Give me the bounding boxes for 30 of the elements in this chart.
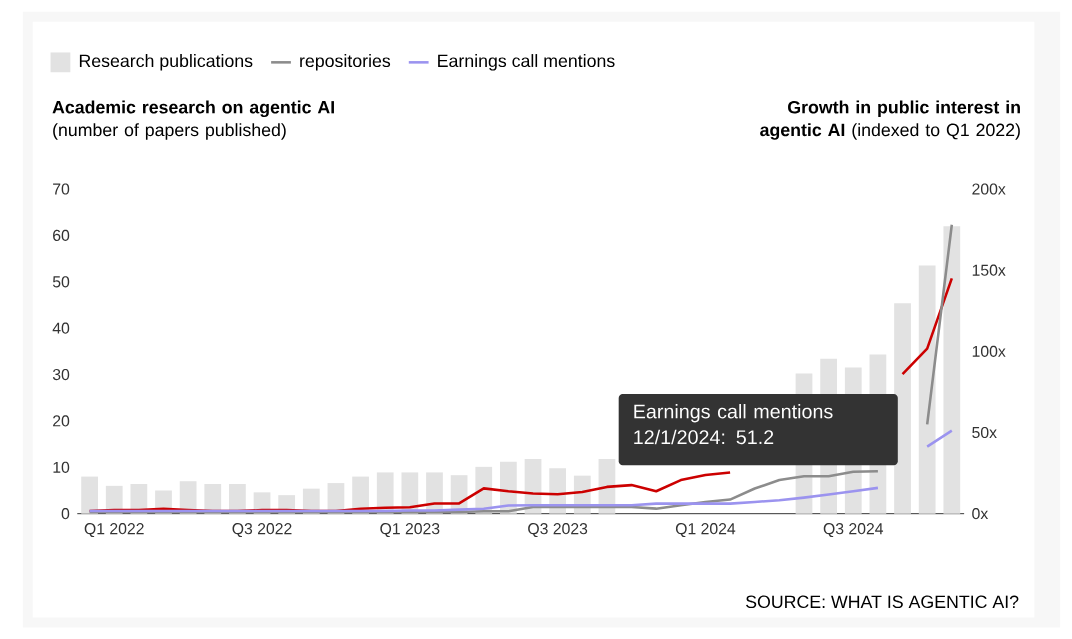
legend-label: Earnings call mentions [438,53,615,71]
y-tick-label: 70 [53,183,70,195]
legend-label: Research publications [79,53,253,71]
y-tick-label: 50 [52,276,70,288]
y-tick-label: 60 [53,229,70,241]
y-tick-label: 40 [52,322,70,334]
y2-axis-title: Growth in public interest in agentic AI (indexed to Q1 2022) [760,100,1020,140]
y2-tick-label: 150x [972,264,1006,276]
y2-tick-label: 100x [972,345,1006,357]
bar [894,302,911,514]
y2-tick-label: 0x [972,507,989,520]
y-tick-label: 20 [53,415,70,427]
x-tick-label: Q3 2023 [528,522,588,537]
bar [81,476,98,514]
x-tick-label: Q3 2024 [823,522,884,537]
y-tick-label: 30 [52,368,70,380]
bar [943,225,961,514]
x-tick-label: Q1 2023 [380,522,440,537]
y-axis-title: Academic research on agentic AI (number of papers published) [52,100,334,140]
annotation: Earnings call mentions 12/1/2024: 51.2 [634,403,833,444]
y2-tick-label: 50x [972,426,997,438]
y-tick-label: 0 [61,507,70,520]
x-tick-label: Q1 2024 [675,522,736,537]
y2-tick-label: 200x [972,183,1006,195]
y-tick-label: 10 [53,461,70,473]
source-note: SOURCE: WHAT IS AGENTIC AI? [746,595,1019,608]
x-tick-label: Q1 2022 [84,522,144,537]
legend-label: repositories [300,53,391,71]
bar [918,265,936,514]
x-tick-label: Q3 2022 [232,522,292,537]
